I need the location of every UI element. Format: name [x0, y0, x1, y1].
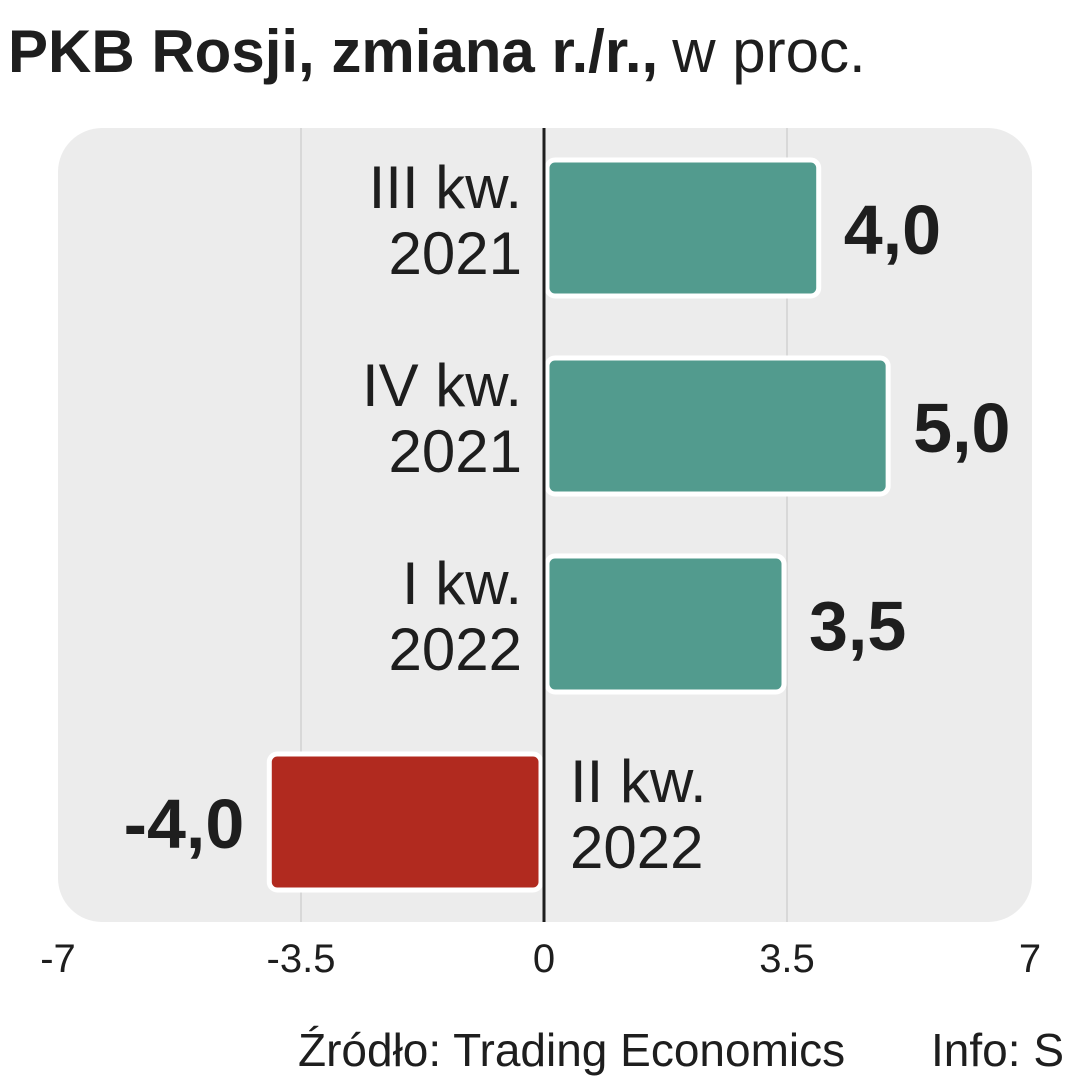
- x-tick-label-2: 0: [533, 937, 555, 981]
- value-label-3: -4,0: [124, 785, 245, 863]
- x-tick-label-3: 3.5: [759, 937, 815, 981]
- x-tick-label-4: 7: [1019, 937, 1041, 981]
- category-label-1-line-1: 2021: [389, 418, 522, 485]
- bars-layer: [266, 157, 891, 893]
- category-label-2-line-0: I kw.: [402, 550, 522, 617]
- category-label-3-line-1: 2022: [570, 814, 703, 881]
- value-label-0: 4,0: [844, 191, 941, 269]
- value-label-1: 5,0: [913, 389, 1010, 467]
- bar-0: [544, 157, 822, 299]
- value-label-2: 3,5: [809, 587, 906, 665]
- chart-title-light: w proc.: [671, 18, 865, 85]
- bar-2: [544, 553, 787, 695]
- info-note: Info: S: [931, 1024, 1064, 1076]
- category-label-0-line-1: 2021: [389, 220, 522, 287]
- x-tick-label-0: -7: [40, 937, 76, 981]
- source-note: Źródło: Trading Economics: [298, 1024, 845, 1076]
- category-label-3-line-0: II kw.: [570, 748, 707, 815]
- bar-3: [266, 751, 544, 893]
- chart-title-bold: PKB Rosji, zmiana r./r.,: [8, 18, 658, 85]
- bar-1: [544, 355, 891, 497]
- x-tick-label-1: -3.5: [267, 937, 336, 981]
- category-label-0-line-0: III kw.: [369, 154, 522, 221]
- category-label-2-line-1: 2022: [389, 616, 522, 683]
- category-label-1-line-0: IV kw.: [362, 352, 522, 419]
- ticks-layer: -7 -3.5 0 3.5 7: [40, 937, 1041, 981]
- chart-title: PKB Rosji, zmiana r./r., w proc.: [8, 18, 866, 85]
